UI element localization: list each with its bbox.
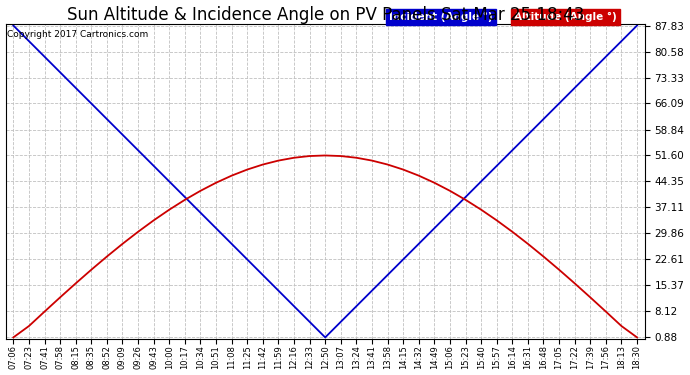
Text: Incident (Angle °): Incident (Angle °) bbox=[389, 12, 493, 22]
Text: Altitude (Angle °): Altitude (Angle °) bbox=[514, 12, 617, 22]
Text: Copyright 2017 Cartronics.com: Copyright 2017 Cartronics.com bbox=[7, 30, 148, 39]
Title: Sun Altitude & Incidence Angle on PV Panels Sat Mar 25 18:43: Sun Altitude & Incidence Angle on PV Pan… bbox=[66, 6, 584, 24]
